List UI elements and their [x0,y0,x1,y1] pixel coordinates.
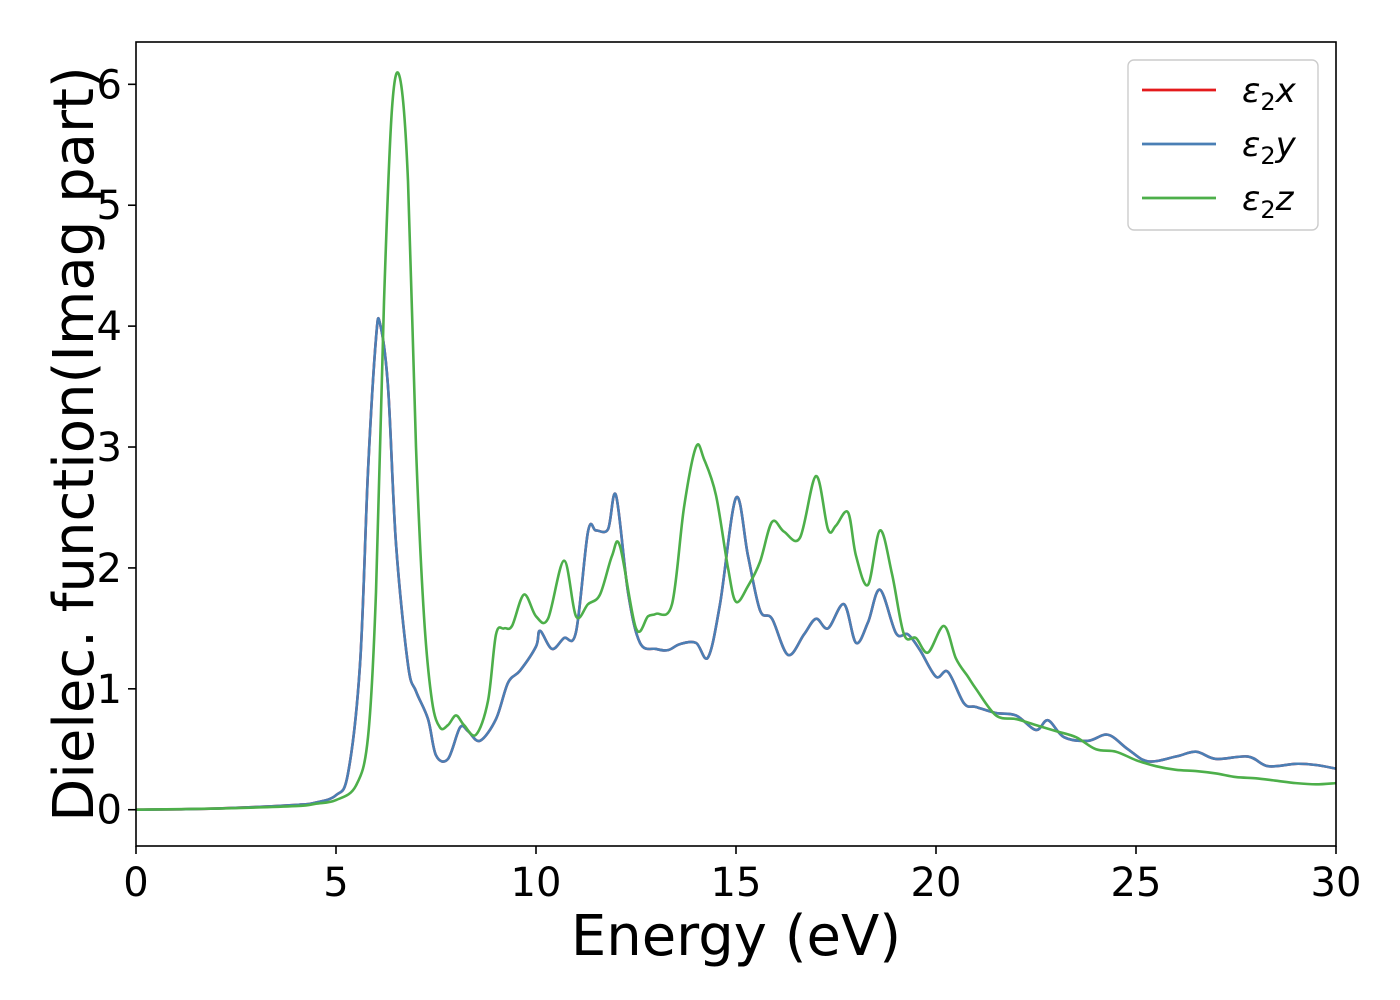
x-tick-label: 0 [123,860,148,906]
x-tick-label: 20 [911,860,962,906]
y-tick-label: 3 [97,425,122,471]
y-tick-label: 1 [97,667,122,713]
x-axis-label: Energy (eV) [571,904,901,969]
series-layer [136,71,1336,812]
series-line-z [136,71,1336,812]
x-tick-label: 10 [511,860,562,906]
y-tick-label: 0 [97,788,122,834]
legend-label: ε2x [1242,71,1297,116]
x-tick-label: 5 [323,860,348,906]
x-tick-label: 25 [1111,860,1162,906]
y-tick-label: 4 [97,304,122,350]
legend-box [1127,59,1319,231]
x-tick-label: 30 [1311,860,1362,906]
y-tick-label: 6 [97,62,122,108]
y-tick-label: 2 [97,546,122,592]
legend: ε2x ε2y ε2z [1127,59,1319,231]
x-axis-ticks: 0 5 10 15 20 25 30 [123,846,1361,906]
legend-label: ε2z [1242,179,1295,224]
x-tick-label: 15 [711,860,762,906]
y-axis-ticks: 0 1 2 3 4 5 6 [97,62,136,834]
series-line-y [136,316,1336,812]
y-tick-label: 5 [97,183,122,229]
y-axis-label: Dielec. function(Imag part) [42,66,107,822]
legend-label: ε2y [1242,125,1297,170]
